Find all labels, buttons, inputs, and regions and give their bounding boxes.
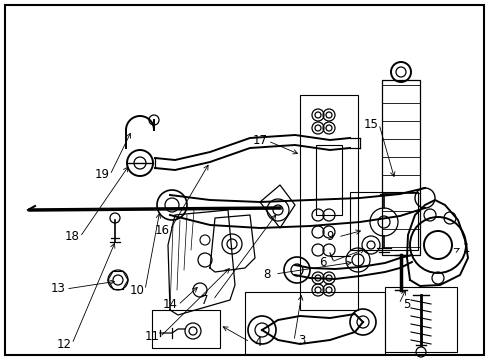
Text: 7: 7 — [201, 293, 208, 306]
Bar — [315, 145, 341, 215]
Text: 17: 17 — [252, 135, 267, 148]
Bar — [152, 310, 220, 348]
Text: 14: 14 — [162, 298, 177, 311]
Text: 1: 1 — [461, 243, 469, 256]
Text: 12: 12 — [57, 338, 71, 351]
Text: 9: 9 — [325, 230, 333, 243]
Bar — [384, 287, 456, 352]
Bar — [244, 292, 384, 354]
Text: 18: 18 — [64, 230, 79, 243]
Text: 4: 4 — [254, 336, 261, 348]
Text: 8: 8 — [263, 267, 270, 280]
Text: 3: 3 — [298, 334, 305, 347]
Text: 13: 13 — [50, 283, 65, 296]
Text: 16: 16 — [154, 224, 169, 237]
Circle shape — [108, 270, 128, 290]
Text: 5: 5 — [403, 297, 410, 310]
Text: 10: 10 — [129, 284, 144, 297]
Bar — [299, 95, 357, 310]
Text: 11: 11 — [144, 330, 159, 343]
Text: 6: 6 — [319, 256, 326, 269]
Text: 19: 19 — [94, 168, 109, 181]
Text: 15: 15 — [363, 117, 378, 130]
Bar — [349, 192, 417, 250]
Bar — [381, 80, 419, 255]
